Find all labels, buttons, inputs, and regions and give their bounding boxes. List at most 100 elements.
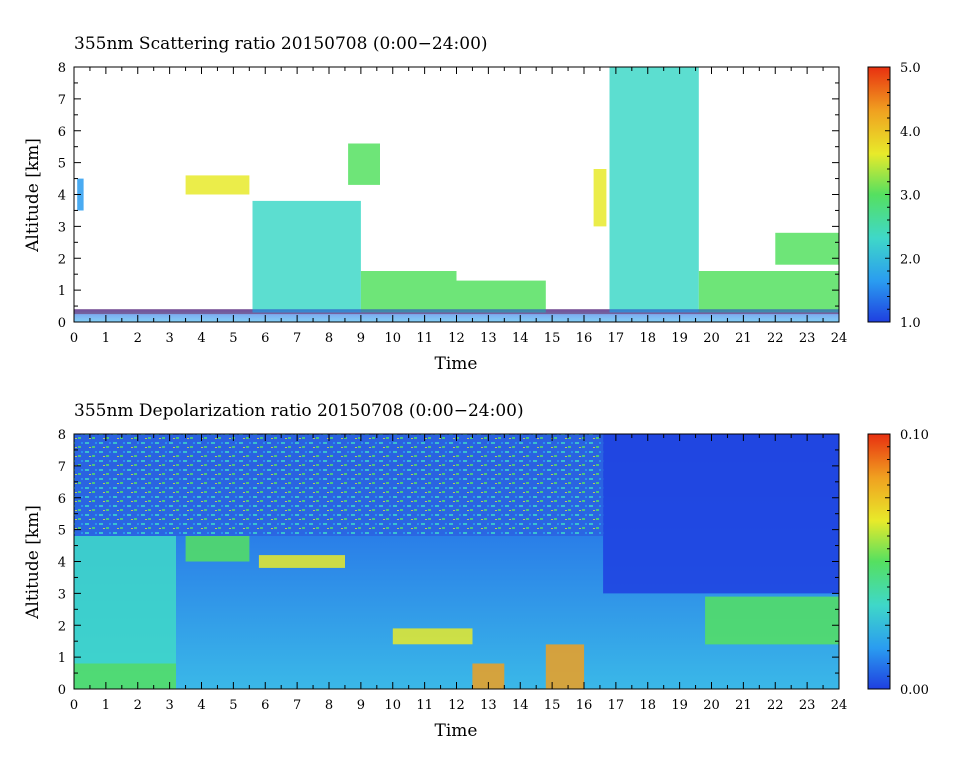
x-tick-label: 17 — [608, 698, 625, 713]
x-tick-label: 8 — [325, 331, 333, 346]
y-tick-label: 6 — [58, 125, 66, 140]
data-region-3 — [456, 280, 546, 313]
y-tick-label: 4 — [58, 556, 66, 571]
y-tick-label: 0 — [58, 316, 66, 331]
colorbar-ticks — [885, 433, 890, 690]
x-tick-labels: 0 1 2 3 4 5 6 7 8 9 10 11 12 13 14 15 16 17 18 19 20 21 22 23 24 — [70, 698, 847, 713]
x-tick-label: 9 — [357, 698, 365, 713]
x-tick-label: 6 — [261, 698, 269, 713]
x-tick-label: 9 — [357, 331, 365, 346]
x-tick-label: 5 — [229, 331, 237, 346]
y-tick-label: 1 — [58, 651, 66, 666]
y-tick-labels: 0 1 2 3 4 5 6 7 8 — [58, 61, 66, 331]
colorbar: 0.00 0.10 — [867, 428, 929, 698]
colorbar-ticks — [885, 66, 890, 323]
x-tick-label: 11 — [416, 698, 433, 713]
y-tick-label: 8 — [58, 61, 66, 76]
x-tick-label: 8 — [325, 698, 333, 713]
data-region-4 — [392, 628, 473, 645]
data-region-1 — [74, 536, 176, 664]
x-tick-label: 7 — [293, 331, 301, 346]
x-tick-label: 13 — [480, 698, 497, 713]
x-tick-label: 12 — [448, 698, 465, 713]
x-tick-label: 4 — [197, 698, 205, 713]
x-tick-label: 23 — [799, 698, 816, 713]
data-region-8 — [593, 169, 607, 227]
data-region-1 — [252, 200, 361, 313]
y-tick-label: 2 — [58, 619, 66, 634]
x-tick-label: 2 — [134, 698, 142, 713]
y-tick-label: 5 — [58, 524, 66, 539]
x-tick-label: 15 — [544, 331, 561, 346]
data-region-6 — [185, 175, 250, 195]
colorbar-label: 5.0 — [900, 61, 921, 76]
colorbar-labels: 1.0 2.0 3.0 4.0 5.0 — [900, 61, 921, 331]
plot-area — [73, 66, 840, 323]
y-tick-label: 2 — [58, 252, 66, 267]
colorbar-label: 1.0 — [900, 316, 921, 331]
noise-texture-region — [74, 434, 604, 536]
y-tick-label: 4 — [58, 189, 66, 204]
data-layer — [74, 434, 839, 689]
x-tick-label: 14 — [512, 698, 529, 713]
data-region-2 — [360, 271, 457, 313]
axis-ticks — [73, 66, 840, 323]
colorbar-label: 0.00 — [900, 683, 929, 698]
panel-depolarization-ratio: 355nm Depolarization ratio 20150708 (0:0… — [23, 401, 929, 741]
x-tick-label: 7 — [293, 698, 301, 713]
x-tick-label: 0 — [70, 698, 78, 713]
x-tick-label: 24 — [831, 331, 848, 346]
data-region-6 — [545, 644, 585, 689]
data-region-0 — [74, 663, 176, 689]
x-tick-label: 22 — [767, 698, 784, 713]
plot-area — [73, 433, 840, 690]
data-region-8 — [603, 434, 839, 594]
x-tick-label: 21 — [735, 698, 752, 713]
colorbar-label: 4.0 — [900, 125, 921, 140]
data-region-2 — [185, 536, 250, 562]
x-tick-label: 10 — [384, 698, 401, 713]
chart-title: 355nm Scattering ratio 20150708 (0:00−24… — [74, 34, 488, 54]
data-region-7 — [705, 596, 839, 645]
data-region-3 — [258, 555, 345, 568]
axis-ticks — [73, 433, 840, 690]
y-axis-label: Altitude [km] — [23, 138, 43, 253]
data-region-5 — [698, 271, 839, 313]
x-axis-label: Time — [435, 354, 478, 374]
data-region-9 — [775, 232, 840, 265]
colorbar: 1.0 2.0 3.0 4.0 5.0 — [867, 61, 921, 331]
data-region-4 — [609, 67, 699, 313]
x-tick-label: 2 — [134, 331, 142, 346]
x-tick-label: 1 — [102, 331, 110, 346]
y-tick-label: 3 — [58, 587, 66, 602]
x-tick-label: 15 — [544, 698, 561, 713]
data-region-7 — [348, 143, 380, 185]
x-tick-label: 23 — [799, 331, 816, 346]
y-tick-label: 5 — [58, 157, 66, 172]
y-axis-label: Altitude [km] — [23, 505, 43, 620]
x-tick-label: 3 — [165, 698, 173, 713]
y-tick-label: 0 — [58, 683, 66, 698]
x-tick-label: 0 — [70, 331, 78, 346]
y-tick-label: 6 — [58, 492, 66, 507]
x-tick-label: 19 — [671, 331, 688, 346]
colorbar-labels: 0.00 0.10 — [900, 428, 929, 698]
colorbar-label: 3.0 — [900, 189, 921, 204]
y-tick-label: 8 — [58, 428, 66, 443]
x-tick-label: 22 — [767, 331, 784, 346]
x-tick-label: 10 — [384, 331, 401, 346]
x-tick-label: 6 — [261, 331, 269, 346]
chart-title: 355nm Depolarization ratio 20150708 (0:0… — [74, 401, 524, 421]
y-tick-label: 3 — [58, 220, 66, 235]
y-tick-labels: 0 1 2 3 4 5 6 7 8 — [58, 428, 66, 698]
colorbar-label: 0.10 — [900, 428, 929, 443]
x-tick-label: 13 — [480, 331, 497, 346]
panel-scattering-ratio: 355nm Scattering ratio 20150708 (0:00−24… — [23, 34, 921, 374]
x-tick-label: 24 — [831, 698, 848, 713]
x-tick-labels: 0 1 2 3 4 5 6 7 8 9 10 11 12 13 14 15 16 17 18 19 20 21 22 23 24 — [70, 331, 847, 346]
x-tick-label: 14 — [512, 331, 529, 346]
x-tick-label: 16 — [576, 698, 593, 713]
x-tick-label: 16 — [576, 331, 593, 346]
colorbar-label: 2.0 — [900, 252, 921, 267]
data-layer — [74, 67, 840, 322]
